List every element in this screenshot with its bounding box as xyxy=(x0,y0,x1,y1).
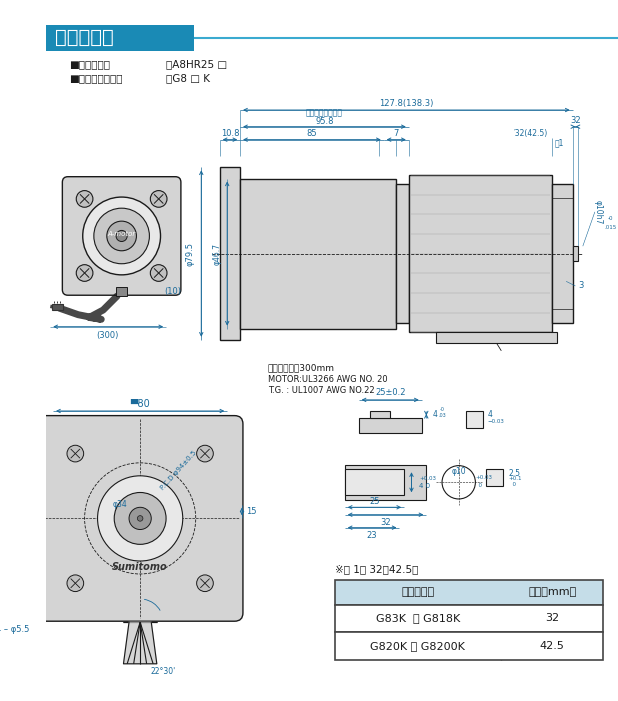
Circle shape xyxy=(67,445,83,462)
Text: ▀80: ▀80 xyxy=(130,399,150,409)
Text: 32: 32 xyxy=(380,517,391,526)
Text: ■モータ形式: ■モータ形式 xyxy=(69,59,110,69)
Circle shape xyxy=(137,516,143,521)
Text: MOTOR:UL3266 AWG NO. 20: MOTOR:UL3266 AWG NO. 20 xyxy=(268,375,387,384)
Circle shape xyxy=(114,493,166,545)
Text: ：G8 □ K: ：G8 □ K xyxy=(166,74,210,83)
Text: 0: 0 xyxy=(475,482,483,488)
Bar xyxy=(408,175,552,332)
Bar xyxy=(46,25,194,50)
Bar xyxy=(370,411,390,418)
Bar xyxy=(466,411,483,428)
Text: 42.5: 42.5 xyxy=(540,641,565,651)
Circle shape xyxy=(83,197,161,275)
Text: .015: .015 xyxy=(604,225,617,230)
Text: 10.8: 10.8 xyxy=(221,129,239,137)
Circle shape xyxy=(197,575,213,592)
Text: 95.8: 95.8 xyxy=(315,116,334,125)
Circle shape xyxy=(116,231,127,242)
Text: （モータ部長さ）: （モータ部長さ） xyxy=(306,108,343,117)
Text: −0.03: −0.03 xyxy=(488,418,504,423)
Bar xyxy=(345,470,404,496)
Text: 25±0.2: 25±0.2 xyxy=(375,388,405,397)
Text: .03: .03 xyxy=(438,413,446,418)
Polygon shape xyxy=(124,622,157,664)
Text: 22°30': 22°30' xyxy=(151,667,176,676)
Bar xyxy=(52,304,63,310)
Text: -0: -0 xyxy=(439,407,444,411)
Circle shape xyxy=(98,476,183,561)
Text: 2.5: 2.5 xyxy=(509,468,521,477)
Text: 表1: 表1 xyxy=(555,138,564,147)
Text: ※表 1． 32（42.5）: ※表 1． 32（42.5） xyxy=(334,564,418,574)
Text: 25: 25 xyxy=(369,497,379,506)
Text: ：A8HR25 □: ：A8HR25 □ xyxy=(166,59,227,69)
Text: ■ギヤヘッド形式: ■ギヤヘッド形式 xyxy=(69,74,122,83)
Text: (300): (300) xyxy=(96,332,119,341)
Text: G820K ～ G8200K: G820K ～ G8200K xyxy=(370,641,465,651)
Circle shape xyxy=(150,191,167,207)
Bar xyxy=(334,580,603,604)
Text: φ79.5: φ79.5 xyxy=(185,242,195,266)
Text: φ10: φ10 xyxy=(451,467,466,476)
Text: 3: 3 xyxy=(578,282,583,290)
Text: φ46.7: φ46.7 xyxy=(213,243,221,264)
Text: A-motor: A-motor xyxy=(108,231,136,237)
Text: 32: 32 xyxy=(545,613,559,623)
Text: 0: 0 xyxy=(509,482,516,486)
Bar xyxy=(396,184,408,323)
Text: T.G. : UL1007 AWG NO.22: T.G. : UL1007 AWG NO.22 xyxy=(268,386,375,395)
Text: +0.1: +0.1 xyxy=(509,476,522,481)
Text: +0.03: +0.03 xyxy=(475,475,493,480)
Bar xyxy=(334,604,603,632)
Text: (10): (10) xyxy=(164,287,181,296)
Text: 23: 23 xyxy=(367,531,378,540)
Text: 4: 4 xyxy=(488,410,493,419)
Circle shape xyxy=(150,265,167,281)
Bar xyxy=(345,465,426,500)
Text: 寸法（mm）: 寸法（mm） xyxy=(528,587,576,597)
Bar xyxy=(240,179,396,329)
Circle shape xyxy=(94,208,150,264)
Bar xyxy=(436,332,557,343)
Text: 4 – φ5.5: 4 – φ5.5 xyxy=(0,625,29,634)
Bar xyxy=(358,418,421,433)
Circle shape xyxy=(129,508,151,529)
Circle shape xyxy=(107,221,137,251)
Text: ギヤモータ: ギヤモータ xyxy=(55,28,114,47)
Circle shape xyxy=(76,191,93,207)
Circle shape xyxy=(197,445,213,462)
Bar xyxy=(552,184,573,323)
Text: ギヤヘッド: ギヤヘッド xyxy=(401,587,434,597)
Text: 4 0: 4 0 xyxy=(419,483,430,489)
Text: 32: 32 xyxy=(570,116,581,125)
FancyBboxPatch shape xyxy=(37,416,243,621)
Text: リード線長さ300mm: リード線長さ300mm xyxy=(268,363,335,372)
Bar xyxy=(220,168,240,340)
Text: φ10h7: φ10h7 xyxy=(594,200,603,224)
Circle shape xyxy=(67,575,83,592)
FancyBboxPatch shape xyxy=(62,177,181,295)
Text: -0: -0 xyxy=(608,216,613,221)
Text: G83K  ～ G818K: G83K ～ G818K xyxy=(376,613,460,623)
Text: 7: 7 xyxy=(394,129,399,137)
Bar xyxy=(334,632,603,660)
Bar xyxy=(486,470,503,486)
Circle shape xyxy=(76,265,93,281)
Text: φ34: φ34 xyxy=(112,500,127,509)
Bar xyxy=(573,246,578,261)
Bar xyxy=(116,287,127,296)
Text: 127.8(138.3): 127.8(138.3) xyxy=(379,99,434,108)
Text: P.C.D φ94±0.5: P.C.D φ94±0.5 xyxy=(160,449,198,491)
Text: +0.03: +0.03 xyxy=(419,476,436,481)
Text: ′32(42.5): ′32(42.5) xyxy=(514,129,548,137)
Text: 85: 85 xyxy=(307,129,317,137)
Text: 15: 15 xyxy=(246,508,256,517)
Text: 4: 4 xyxy=(432,410,437,419)
Text: Sumitomo: Sumitomo xyxy=(112,562,168,571)
